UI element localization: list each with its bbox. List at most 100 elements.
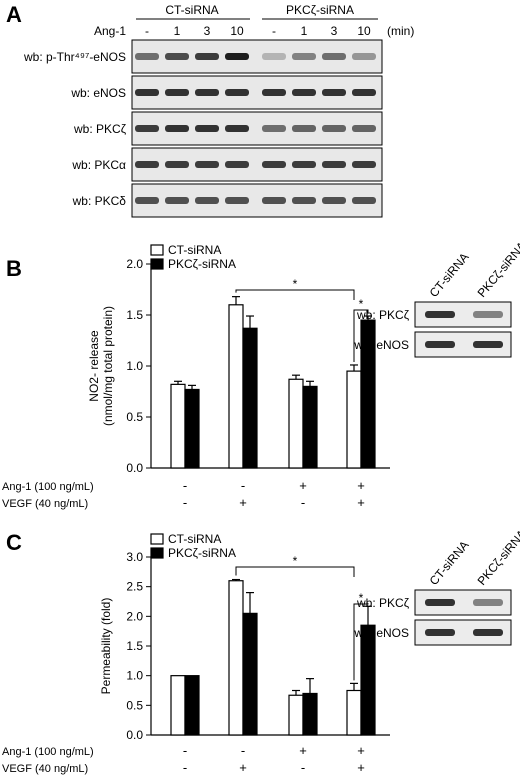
bar	[242, 327, 258, 469]
blot-band	[352, 125, 376, 132]
blot-band	[225, 125, 249, 132]
blot-band	[195, 161, 219, 168]
legend-swatch	[150, 533, 164, 545]
treatment-label-ang1: Ang-1	[94, 24, 126, 38]
blot-band	[322, 125, 346, 132]
time-label: -	[272, 24, 276, 38]
inset-band	[473, 629, 503, 636]
significance-star: *	[293, 277, 298, 291]
inset-column-label: CT-siRNA	[427, 250, 472, 300]
y-tick-label: 3.0	[126, 550, 143, 564]
blot-label: wb: eNOS	[70, 86, 126, 100]
blot-band	[262, 89, 286, 96]
blot-band	[352, 89, 376, 96]
blot-band	[225, 53, 249, 60]
treatment-sign: +	[357, 478, 365, 493]
treatment-sign: +	[239, 760, 247, 775]
blot-label: wb: PKCα	[71, 158, 126, 172]
treatment-sign: +	[239, 495, 247, 510]
treatment-sign: -	[301, 495, 305, 510]
y-tick-label: 1.5	[126, 639, 143, 653]
treatment-row-label: Ang-1 (100 ng/mL)	[2, 481, 94, 493]
inset-band	[425, 341, 455, 348]
y-tick-label: 1.5	[126, 308, 143, 322]
panel-letter-a: A	[6, 2, 22, 27]
y-tick-label: 0.5	[126, 410, 143, 424]
time-label: 3	[204, 24, 211, 38]
treatment-row-label: VEGF (40 ng/mL)	[2, 498, 88, 510]
significance-bracket-small	[353, 309, 369, 362]
y-tick-label: 2.5	[126, 580, 143, 594]
blot-band	[322, 197, 346, 204]
blot-band	[135, 89, 159, 96]
bar	[184, 388, 200, 469]
bar	[360, 624, 376, 736]
blot-band	[262, 53, 286, 60]
y-tick-label: 1.0	[126, 669, 143, 683]
bar	[288, 694, 304, 736]
inset-band	[425, 629, 455, 636]
bar	[228, 304, 244, 469]
blot-label: wb: p-Thr⁴⁹⁷-eNOS	[23, 50, 126, 64]
blot-band	[165, 53, 189, 60]
bar	[242, 612, 258, 736]
panel-letter-b: B	[6, 256, 22, 281]
group-label-ct: CT-siRNA	[165, 3, 218, 17]
time-label: 10	[357, 24, 371, 38]
inset-row-label: wb: PKCζ	[356, 308, 410, 322]
blot-band	[135, 53, 159, 60]
treatment-sign: -	[183, 478, 187, 493]
blot-band	[165, 161, 189, 168]
inset-band	[473, 341, 503, 348]
legend-label: PKCζ-siRNA	[168, 546, 236, 560]
treatment-sign: -	[241, 743, 245, 758]
blot-band	[262, 197, 286, 204]
blot-band	[322, 161, 346, 168]
treatment-sign: +	[357, 760, 365, 775]
y-tick-label: 2.0	[126, 609, 143, 623]
blot-band	[135, 197, 159, 204]
blot-band	[292, 53, 316, 60]
bar	[302, 692, 318, 736]
y-tick-label: 0.0	[126, 461, 143, 475]
time-label: 10	[230, 24, 244, 38]
inset-column-label: PKCζ-siRNA	[475, 527, 520, 588]
time-label: 1	[301, 24, 308, 38]
blot-band	[165, 197, 189, 204]
blot-band	[195, 89, 219, 96]
legend-label: CT-siRNA	[168, 243, 221, 257]
bar	[302, 385, 318, 469]
bar	[346, 370, 362, 469]
blot-label: wb: PKCδ	[72, 194, 127, 208]
blot-band	[195, 197, 219, 204]
treatment-sign: +	[357, 495, 365, 510]
treatment-sign: +	[357, 743, 365, 758]
blot-band	[292, 125, 316, 132]
group-label-pkcz: PKCζ-siRNA	[286, 3, 354, 17]
time-unit-label: (min)	[387, 24, 414, 38]
y-axis-label: Permeability (fold)	[99, 598, 113, 695]
y-axis-label-units: (nmol/mg total protein)	[101, 306, 115, 426]
blot-band	[352, 53, 376, 60]
treatment-sign: +	[299, 478, 307, 493]
time-label: 1	[174, 24, 181, 38]
bar	[228, 580, 244, 736]
inset-band	[473, 599, 503, 606]
inset-row-label: wb: eNOS	[353, 626, 409, 640]
treatment-row-label: Ang-1 (100 ng/mL)	[2, 746, 94, 758]
blot-band	[292, 161, 316, 168]
treatment-sign: -	[301, 760, 305, 775]
time-label: 3	[331, 24, 338, 38]
legend-label: PKCζ-siRNA	[168, 257, 236, 271]
y-tick-label: 0.0	[126, 728, 143, 742]
bar	[346, 689, 362, 736]
legend-swatch	[150, 547, 164, 559]
blot-band	[165, 89, 189, 96]
blot-band	[135, 161, 159, 168]
blot-band	[165, 125, 189, 132]
treatment-sign: -	[183, 495, 187, 510]
bar	[170, 383, 186, 469]
significance-bracket	[235, 566, 355, 577]
inset-band	[425, 599, 455, 606]
